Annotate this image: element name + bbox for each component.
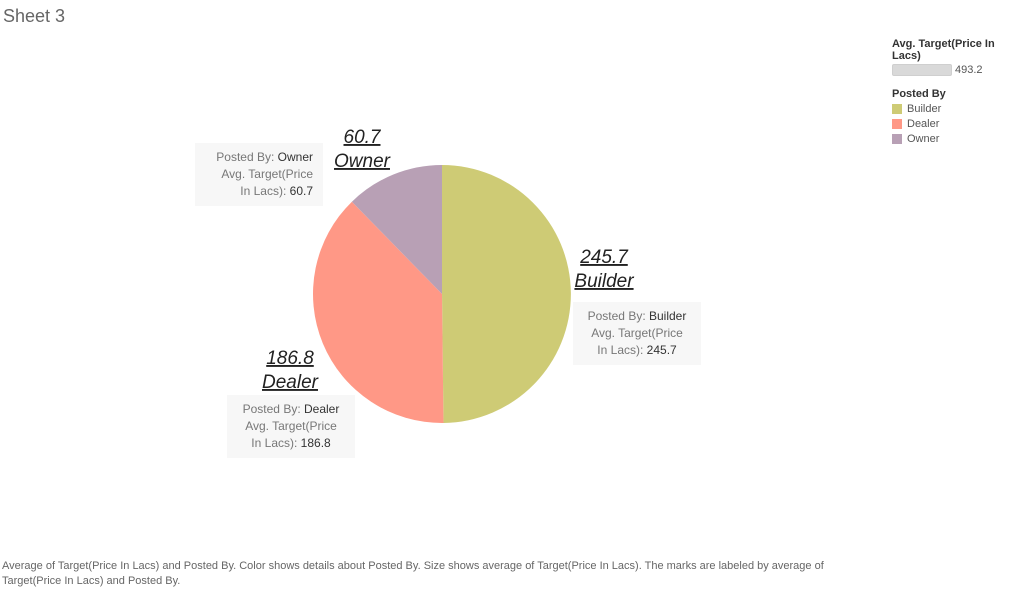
tooltip-measure-label: Avg. Target(Price — [245, 419, 337, 433]
tooltip-key-label: Posted By: — [242, 402, 301, 416]
tooltip-key-value: Owner — [277, 150, 313, 164]
tooltip-measure-value: 245.7 — [646, 343, 677, 357]
slice-value-label: 186.8 — [266, 348, 314, 369]
tooltip-measure-value: 60.7 — [289, 184, 313, 198]
legend-label: Builder — [907, 103, 942, 115]
legend-label: Dealer — [907, 118, 940, 130]
pie-slice-dealer[interactable] — [313, 201, 444, 423]
legend-swatch — [892, 119, 902, 129]
slice-value-label: 60.7 — [344, 127, 382, 148]
tooltip-key-label: Posted By: — [587, 309, 646, 323]
legend-label: Owner — [907, 133, 940, 145]
sheet-title: Sheet 3 — [3, 6, 66, 26]
pie-slice-builder[interactable] — [442, 165, 571, 423]
tooltip-measure-label-cont: In Lacs): — [240, 184, 287, 198]
chart-caption: Average of Target(Price In Lacs) and Pos… — [2, 560, 824, 587]
pie-slice-owner[interactable] — [351, 165, 442, 294]
legend-item-dealer[interactable]: Dealer — [892, 118, 1024, 130]
tooltip-key-value: Builder — [649, 309, 687, 323]
slice-value-label: 245.7 — [579, 247, 629, 268]
tooltip-measure-label: Avg. Target(Price — [591, 326, 683, 340]
tooltip-builder: Posted By: Builder Avg. Target(Price In … — [573, 302, 701, 365]
size-legend-title: Avg. Target(Price In Lacs) — [892, 38, 995, 62]
tooltip-dealer: Posted By: Dealer Avg. Target(Price In L… — [227, 395, 355, 458]
tooltip-measure-label: Avg. Target(Price — [221, 167, 313, 181]
tooltip-owner: Posted By: Owner Avg. Target(Price In La… — [195, 143, 323, 206]
color-legend-title: Posted By — [892, 88, 946, 100]
slice-name-label: Builder — [574, 271, 634, 292]
size-legend-value: 493.2 — [955, 64, 983, 76]
tooltip-measure-value: 186.8 — [300, 436, 331, 450]
tooltip-key-label: Posted By: — [216, 150, 275, 164]
tooltip-key-value: Dealer — [304, 402, 340, 416]
legend-item-owner[interactable]: Owner — [892, 133, 1024, 145]
slice-name-label: Owner — [334, 151, 391, 172]
color-legend: Builder Dealer Owner — [892, 103, 1024, 145]
legend-swatch — [892, 104, 902, 114]
legend-item-builder[interactable]: Builder — [892, 103, 1024, 115]
slice-name-label: Dealer — [262, 372, 319, 393]
tooltip-measure-label-cont: In Lacs): — [597, 343, 644, 357]
tooltip-measure-label-cont: In Lacs): — [251, 436, 298, 450]
size-legend-bar — [892, 64, 952, 76]
legend-swatch — [892, 134, 902, 144]
size-legend: 493.2 — [892, 64, 1024, 76]
legend: Avg. Target(Price In Lacs) 493.2 Posted … — [892, 38, 1024, 145]
